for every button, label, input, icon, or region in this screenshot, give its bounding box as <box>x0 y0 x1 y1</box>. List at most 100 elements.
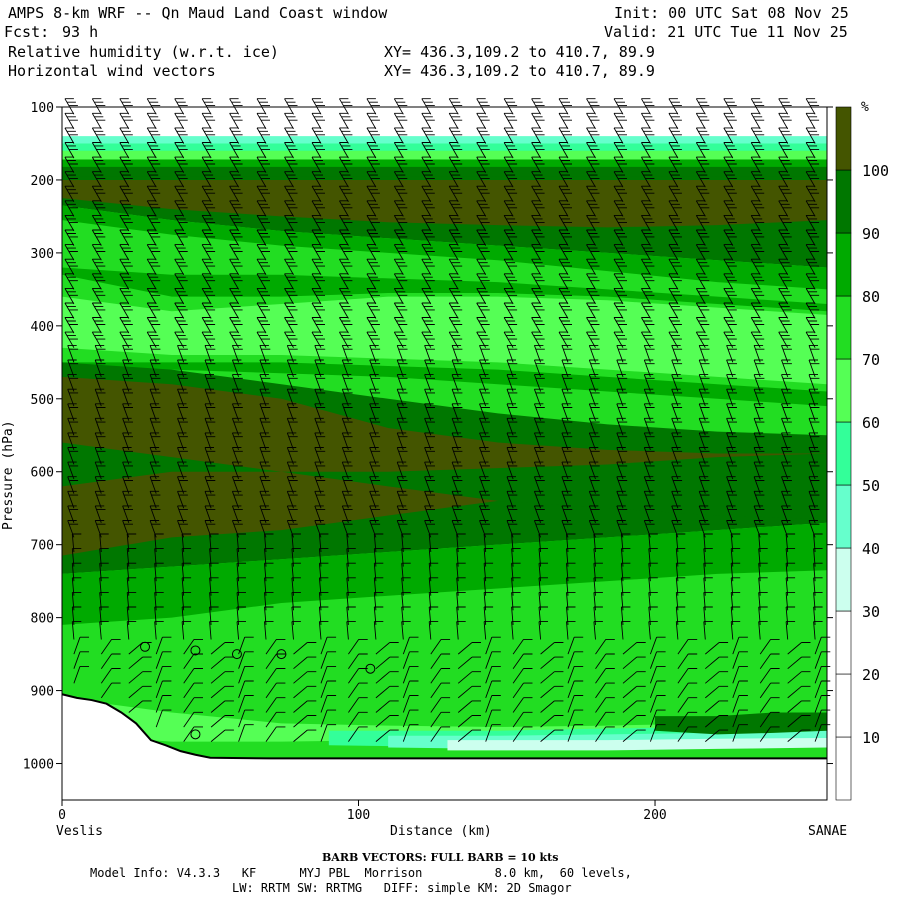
wind-barb <box>421 302 435 319</box>
wind-barb <box>485 724 501 742</box>
wind-barb <box>126 621 137 640</box>
wind-barb <box>641 214 655 232</box>
wind-barb <box>100 668 121 684</box>
physics-info: LW: RRTM SW: RRTMG DIFF: simple KM: 2D S… <box>232 881 572 895</box>
wind-barb <box>512 682 533 699</box>
wind-barb <box>375 671 399 684</box>
wind-barb <box>314 505 326 523</box>
wind-barb <box>256 229 270 246</box>
wind-barb <box>695 273 710 290</box>
calm-wind-circle <box>190 645 201 656</box>
wind-barb <box>750 273 765 290</box>
wind-barb <box>238 665 254 684</box>
wind-barb <box>421 258 435 276</box>
wind-barb <box>421 185 435 203</box>
wind-barb <box>723 331 737 348</box>
wind-barb <box>808 476 820 494</box>
wind-barb <box>503 185 518 203</box>
colorbar-unit: % <box>861 100 869 115</box>
colorbar-segment <box>835 484 852 549</box>
wind-barb <box>64 214 78 232</box>
wind-barb <box>451 476 463 494</box>
wind-barb <box>448 171 463 188</box>
wind-barb <box>778 331 792 348</box>
wind-barb <box>558 171 572 188</box>
wind-barb <box>94 461 106 480</box>
wind-barb <box>726 374 737 392</box>
wind-barb <box>671 359 683 378</box>
wind-barb <box>641 287 655 305</box>
x-tick-label: 200 <box>643 808 666 823</box>
wind-barb <box>723 214 737 232</box>
wind-barb <box>293 729 317 742</box>
wind-barb <box>451 344 463 363</box>
wind-barb <box>146 214 161 232</box>
wind-barb <box>146 156 161 173</box>
wind-barb <box>695 258 710 276</box>
wind-barb <box>512 711 533 728</box>
wind-barb <box>558 127 572 144</box>
wind-barb <box>314 388 326 407</box>
wind-barb <box>177 447 188 465</box>
wind-barb <box>238 680 254 699</box>
wind-barb <box>533 490 545 509</box>
wind-barb <box>613 214 627 232</box>
wind-barb <box>643 461 655 480</box>
y-tick-label: 200 <box>31 174 54 189</box>
wind-barb <box>430 711 451 728</box>
wind-barb <box>695 200 710 217</box>
wind-barb <box>396 490 408 509</box>
wind-barb <box>183 697 203 713</box>
wind-barb <box>201 185 216 203</box>
wind-barb <box>781 520 792 538</box>
wind-barb <box>705 700 729 713</box>
wind-barb <box>778 112 792 130</box>
wind-barb <box>668 287 682 305</box>
wind-barb <box>723 185 737 203</box>
rh-band-200-100 <box>62 179 827 228</box>
wind-barb <box>558 185 572 203</box>
wind-barb <box>758 621 768 640</box>
wind-barb <box>64 171 78 188</box>
wind-barb <box>122 388 133 407</box>
wind-barb <box>149 359 161 378</box>
wind-barb <box>293 700 317 713</box>
wind-barb <box>284 258 298 276</box>
wind-barb <box>698 505 710 523</box>
wind-barb <box>64 200 78 217</box>
wind-barb <box>641 331 655 348</box>
wind-barb <box>204 490 216 509</box>
colorbar-segment <box>835 421 852 486</box>
wind-barb <box>402 709 419 728</box>
wind-barb <box>346 621 356 640</box>
wind-barb <box>561 447 573 465</box>
wind-barb <box>209 621 219 640</box>
wind-barb <box>311 214 325 232</box>
wind-barb <box>531 214 545 232</box>
wind-barb <box>286 461 298 480</box>
wind-barb <box>778 302 792 319</box>
wind-barb <box>183 638 203 655</box>
wind-barb <box>396 520 408 538</box>
wind-barb <box>479 344 490 363</box>
wind-barb <box>671 490 683 509</box>
wind-barb <box>479 490 490 509</box>
wind-barb <box>231 490 243 509</box>
wind-barb <box>643 490 655 509</box>
wind-barb <box>533 374 545 392</box>
wind-barb <box>201 317 216 334</box>
wind-barb <box>265 668 286 684</box>
wind-barb <box>448 258 463 276</box>
wind-barb <box>146 171 161 188</box>
wind-barb <box>119 185 133 203</box>
wind-barb <box>476 331 490 348</box>
wind-barb <box>91 244 106 261</box>
wind-barb <box>753 344 765 363</box>
wind-barb <box>256 244 270 261</box>
wind-barb <box>231 374 243 392</box>
wind-barb <box>314 461 326 480</box>
wind-barb <box>119 244 133 261</box>
wind-barb <box>259 359 271 378</box>
wind-barb <box>341 388 353 407</box>
wind-barb <box>641 142 655 159</box>
